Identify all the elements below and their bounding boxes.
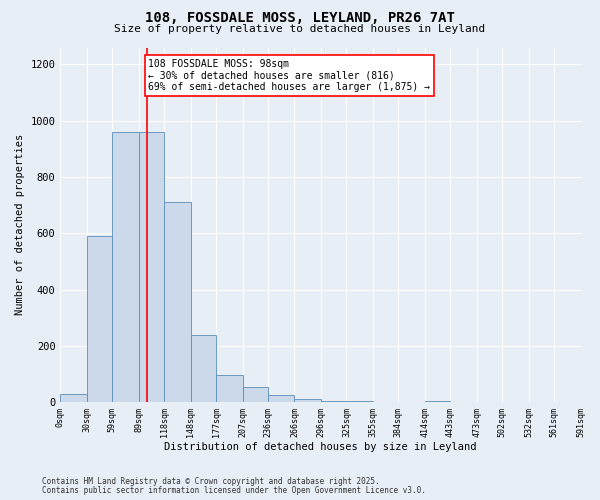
Text: 108, FOSSDALE MOSS, LEYLAND, PR26 7AT: 108, FOSSDALE MOSS, LEYLAND, PR26 7AT — [145, 11, 455, 25]
Text: Contains HM Land Registry data © Crown copyright and database right 2025.: Contains HM Land Registry data © Crown c… — [42, 477, 380, 486]
Bar — [87, 236, 112, 402]
Bar — [191, 334, 216, 402]
Text: Size of property relative to detached houses in Leyland: Size of property relative to detached ho… — [115, 24, 485, 34]
X-axis label: Distribution of detached houses by size in Leyland: Distribution of detached houses by size … — [164, 442, 477, 452]
Bar — [268, 395, 295, 402]
Bar — [242, 386, 268, 402]
Bar — [112, 132, 139, 402]
Bar — [321, 400, 346, 402]
Bar — [295, 400, 321, 402]
Bar — [346, 400, 373, 402]
Bar — [216, 376, 242, 402]
Bar — [425, 400, 450, 402]
Bar — [164, 202, 191, 402]
Y-axis label: Number of detached properties: Number of detached properties — [15, 134, 25, 316]
Bar — [139, 132, 164, 402]
Text: Contains public sector information licensed under the Open Government Licence v3: Contains public sector information licen… — [42, 486, 426, 495]
Text: 108 FOSSDALE MOSS: 98sqm
← 30% of detached houses are smaller (816)
69% of semi-: 108 FOSSDALE MOSS: 98sqm ← 30% of detach… — [148, 59, 430, 92]
Bar — [61, 394, 87, 402]
